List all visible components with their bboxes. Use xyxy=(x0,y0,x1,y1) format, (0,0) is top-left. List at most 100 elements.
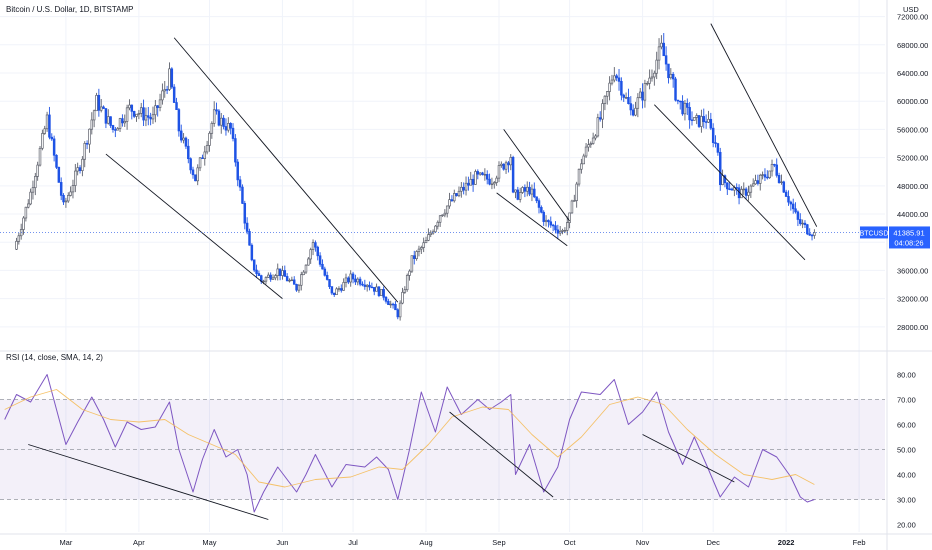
candle-body xyxy=(603,95,607,104)
candle-body xyxy=(516,189,520,200)
candle-body xyxy=(664,55,668,65)
candle-body xyxy=(231,127,235,139)
candle-body xyxy=(514,189,517,193)
candle-body xyxy=(488,178,491,185)
price-trendline xyxy=(503,129,570,222)
candle-body xyxy=(563,230,567,232)
candle-body xyxy=(613,75,616,81)
candle-body xyxy=(799,219,802,224)
candle-body xyxy=(175,102,178,110)
candle-body xyxy=(594,135,597,139)
symbol-tag-bg xyxy=(860,226,888,239)
candle-body xyxy=(27,203,30,208)
candle-body xyxy=(368,284,371,288)
candle-body xyxy=(394,304,397,311)
candle-body xyxy=(340,288,343,291)
candle-body xyxy=(690,119,694,121)
rsi-tick-label: 20.00 xyxy=(897,521,916,530)
candle-body xyxy=(384,296,388,302)
candle-body xyxy=(354,278,357,283)
candle-body xyxy=(283,270,287,277)
candle-body xyxy=(791,203,795,210)
candle-body xyxy=(775,164,778,176)
candle-body xyxy=(161,90,164,101)
candle-body xyxy=(52,138,56,156)
candle-body xyxy=(205,145,209,153)
candle-body xyxy=(464,182,468,191)
candle-body xyxy=(427,234,430,241)
candle-body xyxy=(45,114,49,130)
candle-body xyxy=(587,144,590,148)
candle-body xyxy=(62,195,65,203)
rsi-line xyxy=(4,374,815,513)
price-tick-label: 60000.00 xyxy=(897,97,928,106)
candle-body xyxy=(438,215,442,223)
candle-body xyxy=(78,167,82,172)
candle-body xyxy=(264,277,268,282)
candle-body xyxy=(234,138,237,163)
candle-body xyxy=(671,73,675,80)
candle-body xyxy=(455,193,458,197)
candle-body xyxy=(622,94,625,98)
candle-body xyxy=(721,175,724,186)
candle-body xyxy=(325,274,329,280)
candle-body xyxy=(533,188,536,198)
candle-body xyxy=(749,185,753,193)
candle-body xyxy=(130,104,134,112)
candle-body xyxy=(420,247,423,250)
candle-body xyxy=(521,187,524,193)
candle-body xyxy=(709,118,713,129)
candle-body xyxy=(561,230,564,232)
candle-body xyxy=(747,191,750,196)
candle-body xyxy=(410,255,414,272)
candle-body xyxy=(142,107,145,121)
candle-body xyxy=(135,113,138,117)
candle-body xyxy=(363,284,367,287)
candle-body xyxy=(356,278,360,283)
candle-body xyxy=(662,42,665,57)
price-tick-label: 64000.00 xyxy=(897,69,928,78)
candle-body xyxy=(59,182,63,196)
candle-body xyxy=(667,63,670,79)
candle-body xyxy=(48,114,51,138)
candle-body xyxy=(137,112,141,115)
candle-body xyxy=(495,177,498,183)
candle-body xyxy=(566,222,569,231)
candle-body xyxy=(95,94,98,112)
candle-body xyxy=(196,167,199,182)
candle-body xyxy=(156,105,159,108)
candle-body xyxy=(511,156,515,193)
candle-body xyxy=(650,76,654,79)
candle-body xyxy=(723,175,727,184)
candle-body xyxy=(139,107,143,114)
candle-body xyxy=(99,106,103,111)
candle-body xyxy=(85,143,89,145)
candle-body xyxy=(212,109,216,124)
rsi-sma-line xyxy=(4,389,815,488)
price-candles xyxy=(0,23,885,321)
candle-body xyxy=(107,116,110,124)
candle-body xyxy=(22,217,25,230)
candle-body xyxy=(300,274,303,286)
candle-body xyxy=(41,133,44,149)
candle-body xyxy=(469,178,472,186)
candle-body xyxy=(551,224,555,227)
candle-body xyxy=(342,282,345,291)
candle-body xyxy=(766,176,769,179)
candle-body xyxy=(535,196,538,202)
candle-body xyxy=(172,86,176,103)
rsi-tick-label: 70.00 xyxy=(897,396,916,405)
candle-body xyxy=(184,137,188,147)
candle-body xyxy=(222,117,225,127)
candle-body xyxy=(441,214,444,217)
candle-body xyxy=(224,126,228,131)
candle-body xyxy=(641,91,644,101)
candle-body xyxy=(17,235,21,242)
candle-body xyxy=(241,186,244,204)
rsi-trendline xyxy=(28,444,269,520)
candle-body xyxy=(111,125,115,130)
x-tick-label: May xyxy=(202,538,216,547)
candle-body xyxy=(43,128,46,134)
candle-body xyxy=(648,77,651,84)
candle-body xyxy=(676,99,680,102)
